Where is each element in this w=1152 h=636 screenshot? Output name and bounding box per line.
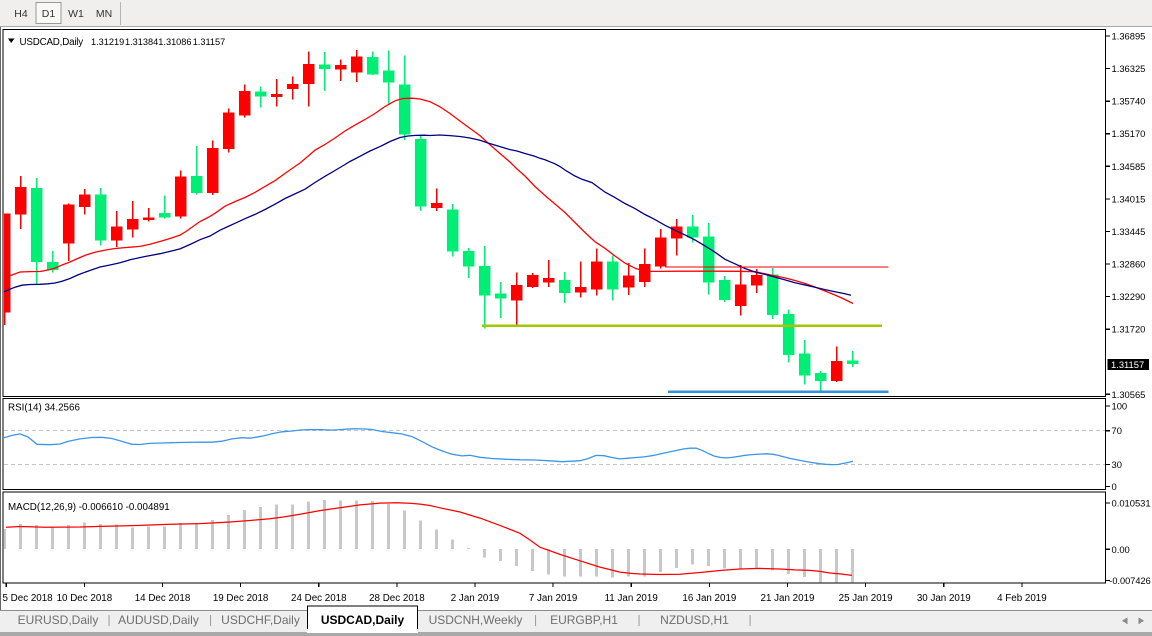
svg-text:|: | — [107, 613, 110, 627]
svg-text:1.32860: 1.32860 — [1112, 259, 1146, 270]
svg-text:21 Jan 2019: 21 Jan 2019 — [761, 593, 815, 604]
svg-text:|: | — [748, 613, 751, 627]
svg-text:1.31157: 1.31157 — [193, 37, 226, 47]
svg-text:NZDUSD,H1: NZDUSD,H1 — [660, 613, 729, 627]
svg-text:5 Dec 2018: 5 Dec 2018 — [3, 593, 54, 604]
svg-text:30: 30 — [1112, 459, 1122, 470]
svg-text:25 Jan 2019: 25 Jan 2019 — [839, 593, 893, 604]
svg-text:D1: D1 — [42, 8, 56, 20]
svg-text:H4: H4 — [14, 8, 28, 20]
svg-text:USDCAD,Daily: USDCAD,Daily — [321, 613, 405, 627]
svg-text:16 Jan 2019: 16 Jan 2019 — [682, 593, 736, 604]
svg-text:MACD(12,26,9) -0.006610 -0.004: MACD(12,26,9) -0.006610 -0.004891 — [8, 502, 170, 513]
svg-text:11 Jan 2019: 11 Jan 2019 — [605, 593, 658, 604]
svg-text:|: | — [534, 613, 537, 627]
svg-text:|: | — [637, 613, 640, 627]
svg-text:4 Feb 2019: 4 Feb 2019 — [997, 593, 1047, 604]
svg-text:1.31086: 1.31086 — [158, 37, 191, 47]
svg-text:1.35170: 1.35170 — [1112, 128, 1146, 139]
svg-text:7 Jan 2019: 7 Jan 2019 — [529, 593, 577, 604]
svg-text:-0.007426: -0.007426 — [1109, 576, 1150, 586]
svg-text:USDCAD,Daily: USDCAD,Daily — [20, 37, 84, 48]
svg-text:EURUSD,Daily: EURUSD,Daily — [18, 613, 99, 627]
svg-text:28 Dec 2018: 28 Dec 2018 — [369, 593, 425, 604]
svg-text:14 Dec 2018: 14 Dec 2018 — [135, 593, 191, 604]
svg-text:1.34585: 1.34585 — [1112, 161, 1146, 172]
svg-text:0: 0 — [1112, 481, 1117, 492]
svg-text:24 Dec 2018: 24 Dec 2018 — [291, 593, 347, 604]
svg-text:1.31384: 1.31384 — [125, 37, 158, 47]
svg-text:1.31219: 1.31219 — [91, 37, 124, 47]
svg-text:EURGBP,H1: EURGBP,H1 — [550, 613, 618, 627]
svg-text:1.35740: 1.35740 — [1112, 96, 1146, 107]
svg-text:2 Jan 2019: 2 Jan 2019 — [451, 593, 499, 604]
svg-text:30 Jan 2019: 30 Jan 2019 — [917, 593, 971, 604]
svg-text:1.36325: 1.36325 — [1112, 63, 1146, 74]
svg-text:|: | — [209, 613, 212, 627]
svg-text:MN: MN — [96, 8, 112, 20]
svg-text:RSI(14) 34.2566: RSI(14) 34.2566 — [8, 403, 80, 414]
svg-text:100: 100 — [1112, 401, 1128, 412]
svg-text:1.33445: 1.33445 — [1112, 226, 1146, 237]
svg-text:10 Dec 2018: 10 Dec 2018 — [57, 593, 113, 604]
svg-text:AUDUSD,Daily: AUDUSD,Daily — [118, 613, 199, 627]
svg-text:W1: W1 — [68, 8, 84, 20]
svg-text:1.30565: 1.30565 — [1112, 389, 1146, 400]
svg-text:0.010531: 0.010531 — [1112, 498, 1151, 509]
svg-text:USDCNH,Weekly: USDCNH,Weekly — [429, 613, 523, 627]
svg-text:1.31720: 1.31720 — [1112, 324, 1146, 335]
svg-text:1.36895: 1.36895 — [1112, 31, 1146, 42]
svg-text:1.31157: 1.31157 — [1111, 359, 1144, 370]
svg-text:1.32290: 1.32290 — [1112, 291, 1146, 302]
svg-text:USDCHF,Daily: USDCHF,Daily — [221, 613, 300, 627]
svg-text:19 Dec 2018: 19 Dec 2018 — [213, 593, 269, 604]
svg-text:0.00: 0.00 — [1112, 544, 1130, 555]
svg-text:1.34015: 1.34015 — [1112, 193, 1146, 204]
svg-text:70: 70 — [1112, 425, 1122, 436]
